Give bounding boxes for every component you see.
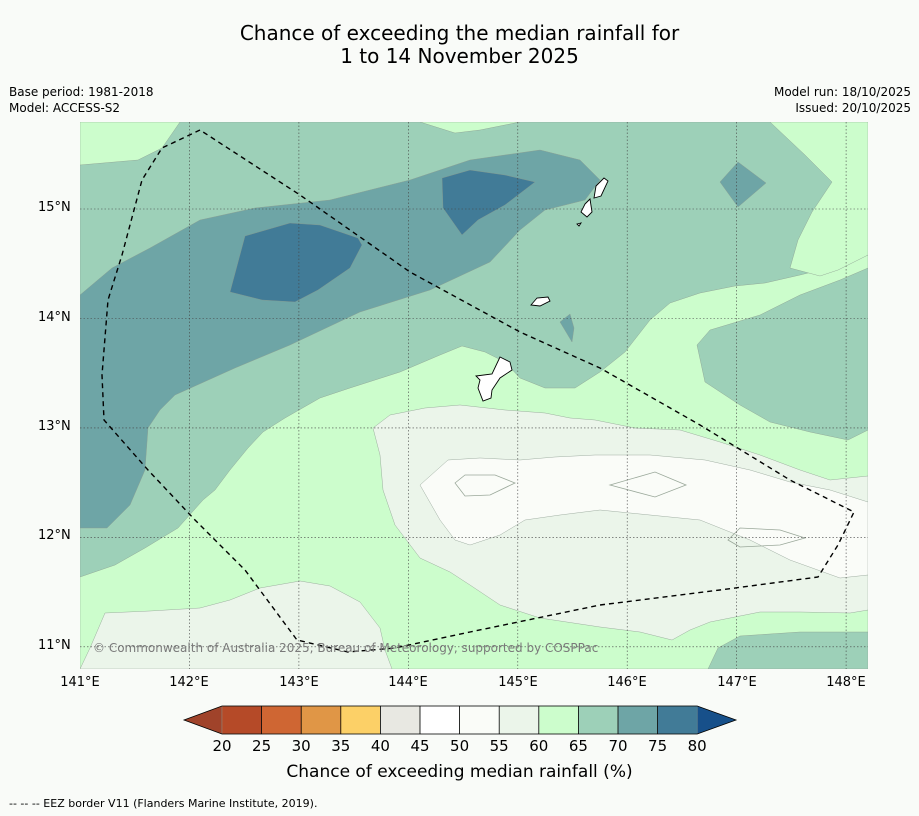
- map-panel: [80, 122, 868, 669]
- contour-small-loop-2: [608, 471, 688, 498]
- base-period: Base period: 1981-2018: [9, 85, 154, 99]
- lat-label-13: 13°N: [38, 419, 71, 434]
- colorbar-swatch-50: [459, 705, 500, 735]
- colorbar-tick-35: 35: [331, 737, 351, 755]
- copyright-notice: © Commonwealth of Australia 2025, Bureau…: [93, 641, 599, 655]
- colorbar-tick-65: 65: [568, 737, 588, 755]
- colorbar-label: Chance of exceeding median rainfall (%): [286, 762, 633, 782]
- model-run: Model run: 18/10/2025: [773, 85, 911, 99]
- lon-label-143: 143°E: [279, 675, 319, 690]
- colorbar-swatch-60: [538, 705, 579, 735]
- colorbar-outline-shape: [182, 705, 738, 735]
- contour-65-70-southeast: [707, 631, 868, 669]
- colorbar-outline: [182, 705, 738, 735]
- contour-60-65-northwest: [80, 122, 181, 166]
- lon-label-141: 141°E: [60, 675, 100, 690]
- colorbar-swatch-75: [657, 705, 698, 735]
- colorbar-tick-70: 70: [608, 737, 628, 755]
- colorbar-below-arrow: [183, 705, 223, 735]
- colorbar-tick-25: 25: [252, 737, 272, 755]
- colorbar-tick-60: 60: [529, 737, 549, 755]
- lon-label-145: 145°E: [498, 675, 538, 690]
- colorbar-swatch-25: [261, 705, 302, 735]
- issued-date: Issued: 20/10/2025: [795, 101, 911, 115]
- colorbar-tick-55: 55: [489, 737, 509, 755]
- contour-small-loop-1: [454, 474, 516, 497]
- colorbar-tick-50: 50: [450, 737, 470, 755]
- islands: [475, 177, 609, 402]
- colorbar-swatch-20: [221, 705, 262, 735]
- model-name: Model: ACCESS-S2: [9, 101, 121, 115]
- lon-label-148: 148°E: [826, 675, 866, 690]
- lat-label-12: 12°N: [38, 528, 71, 543]
- graticule: [80, 122, 868, 669]
- island-rota: [530, 296, 551, 307]
- colorbar-tick-80: 80: [687, 737, 707, 755]
- colorbar-swatch-35: [340, 705, 381, 735]
- colorbar-swatch-55: [499, 705, 540, 735]
- contour-small-loop-3: [727, 527, 807, 548]
- title-line-2: 1 to 14 November 2025: [340, 44, 579, 68]
- eez-border: [101, 129, 855, 653]
- island-tinian: [580, 198, 593, 218]
- meta-left: Base period: 1981-2018 Model: ACCESS-S2: [9, 84, 154, 116]
- contour-50-55-central: [419, 454, 868, 579]
- title-line-1: Chance of exceeding the median rainfall …: [239, 21, 680, 45]
- contour-70-75-west: [80, 149, 601, 529]
- lon-label-144: 144°E: [388, 675, 428, 690]
- contour-75-80-north: [441, 169, 536, 236]
- probability-contours: [80, 122, 868, 669]
- lat-label-14: 14°N: [38, 310, 71, 325]
- colorbar-swatch-30: [301, 705, 342, 735]
- colorbar-above-arrow: [697, 705, 737, 735]
- contour-60-65-north: [419, 122, 521, 134]
- island-saipan: [593, 177, 609, 199]
- lon-label-146: 146°E: [607, 675, 647, 690]
- island-aguijan: [576, 222, 583, 227]
- colorbar-tick-45: 45: [410, 737, 430, 755]
- contour-75-80-west: [229, 222, 363, 303]
- contour-60-65-northeast: [769, 122, 868, 277]
- island-guam: [475, 356, 513, 402]
- lat-label-11: 11°N: [38, 638, 71, 653]
- colorbar-tick-30: 30: [291, 737, 311, 755]
- contour-70-75-small: [559, 313, 575, 343]
- contour-70-75-east: [719, 161, 767, 208]
- colorbar-swatch-65: [578, 705, 619, 735]
- map-title: Chance of exceeding the median rainfall …: [0, 22, 919, 68]
- colorbar-swatch-70: [617, 705, 658, 735]
- colorbar-tick-40: 40: [370, 737, 390, 755]
- colorbar-swatch-45: [419, 705, 460, 735]
- lon-label-147: 147°E: [717, 675, 757, 690]
- contour-65-70-east: [696, 267, 868, 441]
- colorbar-tick-20: 20: [212, 737, 232, 755]
- colorbar-swatch-40: [380, 705, 421, 735]
- colorbar-tick-75: 75: [648, 737, 668, 755]
- lat-label-15: 15°N: [38, 200, 71, 215]
- lon-label-142: 142°E: [169, 675, 209, 690]
- eez-footnote: -- -- -- EEZ border V11 (Flanders Marine…: [9, 797, 318, 810]
- meta-right: Model run: 18/10/2025 Issued: 20/10/2025: [774, 84, 911, 116]
